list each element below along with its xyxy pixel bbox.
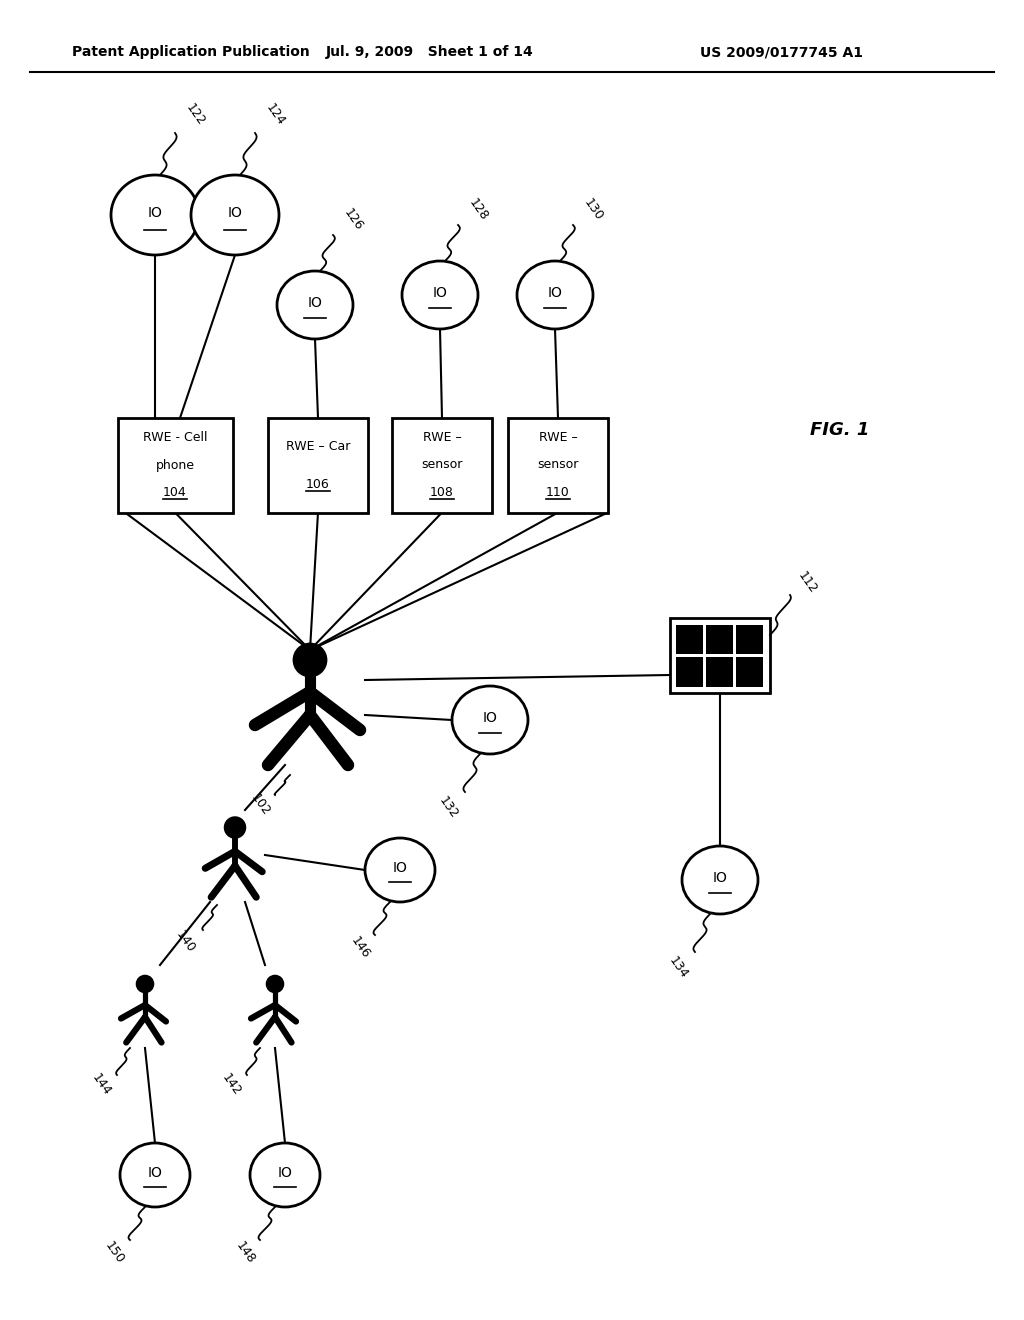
Text: RWE –: RWE – xyxy=(539,432,578,445)
Text: RWE – Car: RWE – Car xyxy=(286,440,350,453)
Text: Jul. 9, 2009   Sheet 1 of 14: Jul. 9, 2009 Sheet 1 of 14 xyxy=(326,45,534,59)
FancyBboxPatch shape xyxy=(676,657,703,686)
Text: IO: IO xyxy=(227,206,243,220)
Text: 150: 150 xyxy=(102,1239,127,1266)
Text: US 2009/0177745 A1: US 2009/0177745 A1 xyxy=(700,45,863,59)
Ellipse shape xyxy=(682,846,758,913)
Text: 112: 112 xyxy=(795,570,819,597)
Text: IO: IO xyxy=(278,1166,293,1180)
Text: Patent Application Publication: Patent Application Publication xyxy=(72,45,309,59)
FancyBboxPatch shape xyxy=(676,624,703,653)
Text: IO: IO xyxy=(548,286,562,300)
Text: 102: 102 xyxy=(248,792,272,818)
Text: IO: IO xyxy=(713,871,727,884)
FancyBboxPatch shape xyxy=(268,417,368,512)
Ellipse shape xyxy=(191,176,279,255)
Text: IO: IO xyxy=(147,1166,163,1180)
FancyBboxPatch shape xyxy=(706,624,733,653)
Ellipse shape xyxy=(250,1143,319,1206)
Text: FIG. 1: FIG. 1 xyxy=(810,421,869,440)
FancyBboxPatch shape xyxy=(670,618,770,693)
Text: RWE - Cell: RWE - Cell xyxy=(142,432,207,445)
FancyBboxPatch shape xyxy=(706,657,733,686)
Text: IO: IO xyxy=(392,861,408,875)
Text: RWE –: RWE – xyxy=(423,432,462,445)
Circle shape xyxy=(225,817,245,838)
Text: IO: IO xyxy=(482,711,498,725)
Circle shape xyxy=(137,975,154,993)
FancyBboxPatch shape xyxy=(118,417,232,512)
Text: IO: IO xyxy=(432,286,447,300)
Text: 132: 132 xyxy=(436,795,460,821)
Text: IO: IO xyxy=(307,296,323,310)
Text: 146: 146 xyxy=(348,935,372,961)
Text: 108: 108 xyxy=(430,486,454,499)
Text: 134: 134 xyxy=(666,954,690,981)
Circle shape xyxy=(294,644,326,676)
Text: 106: 106 xyxy=(306,478,330,491)
Text: IO: IO xyxy=(147,206,163,220)
Text: 122: 122 xyxy=(183,102,207,128)
FancyBboxPatch shape xyxy=(392,417,492,512)
Text: sensor: sensor xyxy=(538,458,579,471)
Ellipse shape xyxy=(452,686,528,754)
Text: sensor: sensor xyxy=(421,458,463,471)
Ellipse shape xyxy=(402,261,478,329)
FancyBboxPatch shape xyxy=(508,417,608,512)
Text: 110: 110 xyxy=(546,486,570,499)
Ellipse shape xyxy=(278,271,353,339)
Ellipse shape xyxy=(365,838,435,902)
Ellipse shape xyxy=(517,261,593,329)
Text: 124: 124 xyxy=(263,102,287,128)
Text: 128: 128 xyxy=(466,197,490,223)
Text: 144: 144 xyxy=(89,1072,113,1098)
Ellipse shape xyxy=(111,176,199,255)
FancyBboxPatch shape xyxy=(736,624,763,653)
Text: phone: phone xyxy=(156,458,195,471)
Text: 148: 148 xyxy=(232,1239,257,1266)
Text: 104: 104 xyxy=(163,486,186,499)
Text: 130: 130 xyxy=(581,197,605,223)
Text: 126: 126 xyxy=(341,207,366,234)
FancyBboxPatch shape xyxy=(736,657,763,686)
Circle shape xyxy=(266,975,284,993)
Text: 142: 142 xyxy=(219,1072,243,1098)
Text: 140: 140 xyxy=(173,928,197,956)
Ellipse shape xyxy=(120,1143,190,1206)
